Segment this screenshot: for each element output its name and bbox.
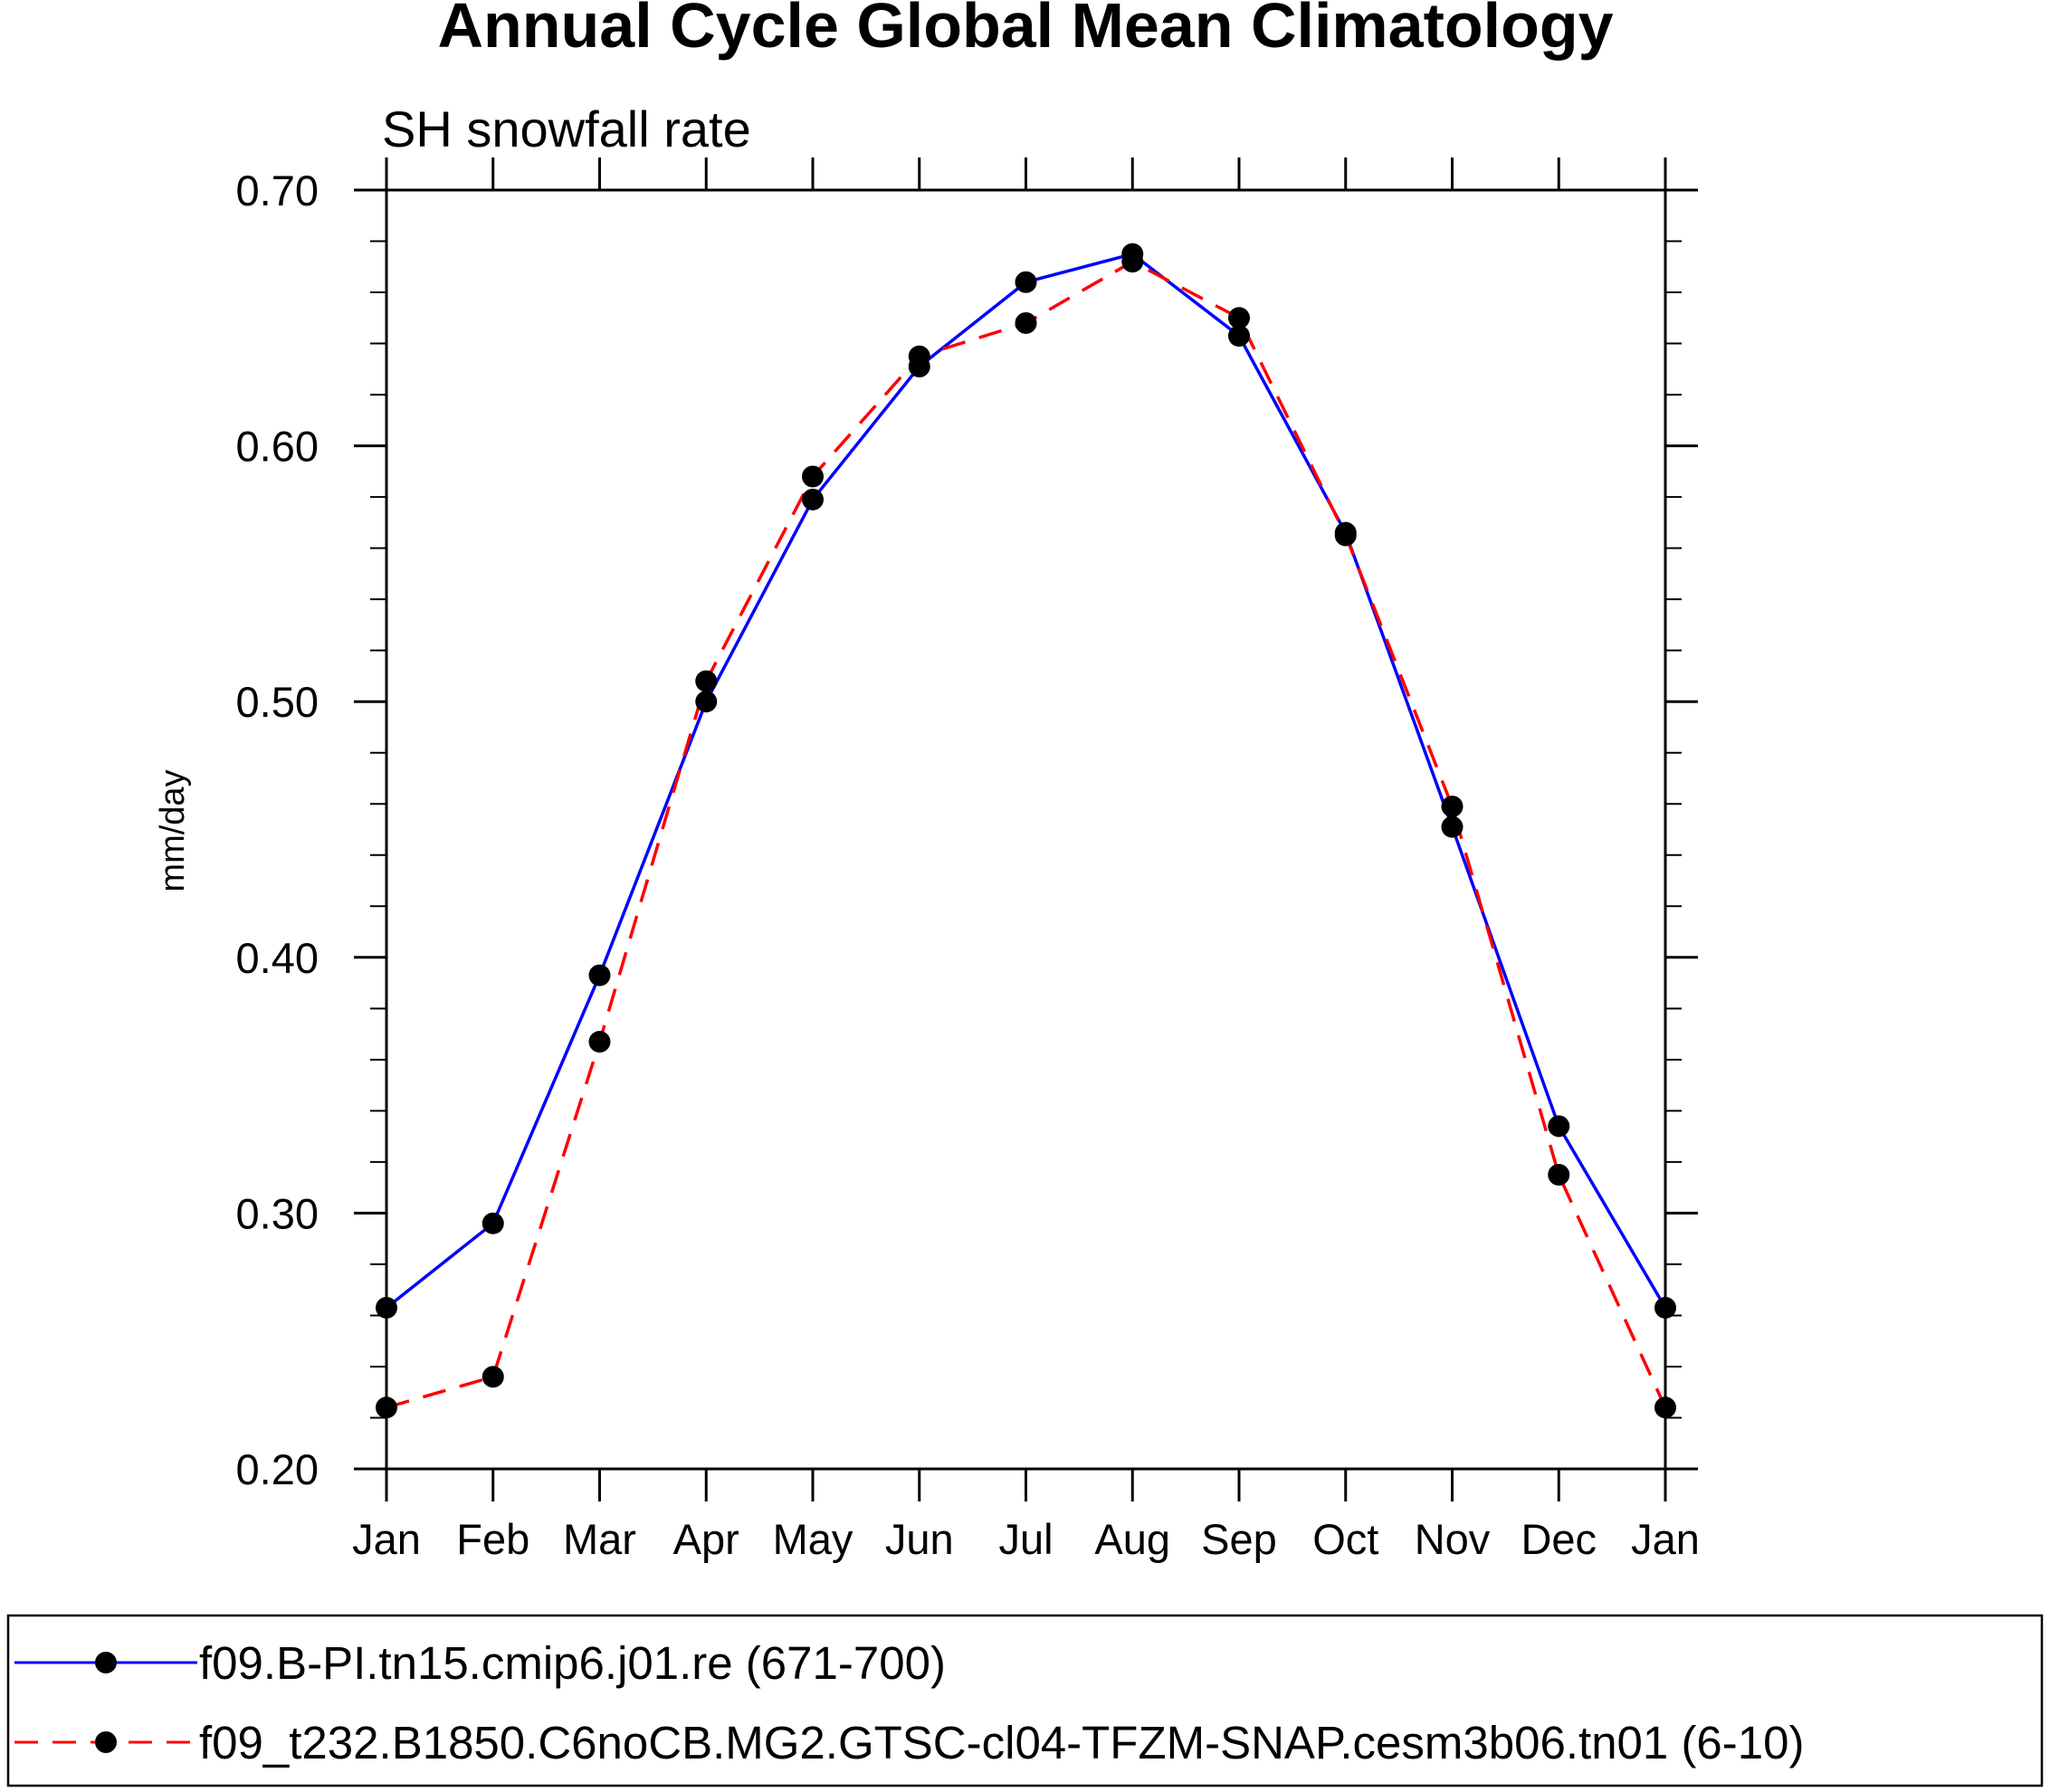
data-point-red <box>1654 1396 1676 1419</box>
data-point-blue <box>1654 1296 1676 1319</box>
data-point-blue <box>588 964 611 987</box>
y-tick-label: 0.50 <box>236 678 319 726</box>
data-point-blue <box>482 1212 504 1234</box>
series-line-blue <box>385 252 1667 1310</box>
data-point-red <box>376 1396 397 1419</box>
data-point-blue <box>1441 815 1464 838</box>
axes: Jan Feb Mar Apr May Jun Jul Aug Sep Oct Nov Dec Jan 0… <box>236 157 1700 1563</box>
data-point-red <box>908 345 930 367</box>
x-tick-label: Nov <box>1415 1515 1491 1563</box>
data-point-blue <box>1015 271 1037 293</box>
x-tick-label: May <box>773 1515 853 1563</box>
legend-swatch-marker-red <box>95 1731 117 1753</box>
chart-title: Annual Cycle Global Mean Climatology <box>437 0 1613 61</box>
series-layer <box>385 252 1667 1409</box>
y-axis-label: mm/day <box>154 769 192 891</box>
legend-label-red: f09_t232.B1850.C6noCB.MG2.GTSC-cl04-TFZM… <box>199 1717 1805 1768</box>
x-tick-label: Oct <box>1312 1515 1378 1563</box>
x-tick-label: Jun <box>885 1515 954 1563</box>
data-point-red <box>1334 524 1357 547</box>
x-tick-label: Mar <box>563 1515 636 1563</box>
data-point-blue <box>1228 325 1250 348</box>
chart-subtitle: SH snowfall rate <box>382 100 751 157</box>
y-tick-label: 0.30 <box>236 1189 319 1237</box>
data-point-red <box>1548 1164 1570 1187</box>
y-tick-label: 0.70 <box>236 167 319 214</box>
marker-layer <box>376 243 1676 1419</box>
x-tick-label: Jan <box>1631 1515 1700 1563</box>
data-point-red <box>1228 307 1250 329</box>
data-point-blue <box>1548 1115 1570 1138</box>
data-point-blue <box>802 488 824 510</box>
data-point-red <box>588 1031 611 1053</box>
data-point-red <box>695 670 718 692</box>
x-tick-label: Feb <box>456 1515 529 1563</box>
y-tick-label: 0.40 <box>236 934 319 982</box>
y-tick-label: 0.20 <box>236 1445 319 1493</box>
legend-label-blue: f09.B-PI.tn15.cmip6.j01.re (671-700) <box>199 1637 946 1689</box>
data-point-red <box>802 465 824 488</box>
data-point-red <box>1121 251 1144 273</box>
x-tick-label: Jan <box>352 1515 421 1563</box>
y-tick-label: 0.60 <box>236 423 319 471</box>
legend: f09.B-PI.tn15.cmip6.j01.re (671-700) f09… <box>6 1614 2044 1787</box>
legend-box <box>6 1614 2044 1787</box>
data-point-blue <box>695 691 718 713</box>
legend-swatch-marker-blue <box>95 1652 117 1673</box>
x-tick-label: Aug <box>1094 1515 1170 1563</box>
x-tick-label: Jul <box>998 1515 1053 1563</box>
x-tick-label: Dec <box>1521 1515 1597 1563</box>
x-tick-label: Apr <box>673 1515 739 1563</box>
data-point-blue <box>376 1296 397 1319</box>
data-point-red <box>482 1366 504 1388</box>
data-point-red <box>1441 796 1464 818</box>
x-tick-label: Sep <box>1201 1515 1277 1563</box>
data-point-red <box>1015 311 1037 334</box>
plot-frame <box>385 188 1667 1471</box>
series-line-red <box>386 260 1667 1409</box>
